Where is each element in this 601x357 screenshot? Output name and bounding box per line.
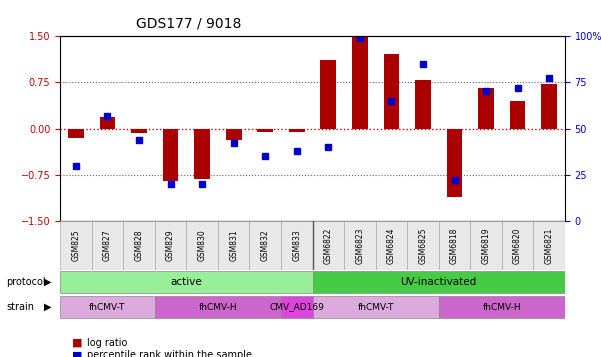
Text: log ratio: log ratio [87,338,127,348]
Text: ■: ■ [72,350,82,357]
Text: active: active [171,277,202,287]
Text: GSM831: GSM831 [229,230,238,261]
Text: ▶: ▶ [44,302,51,312]
Bar [194,129,210,179]
Text: GSM829: GSM829 [166,230,175,261]
FancyBboxPatch shape [186,221,218,270]
FancyBboxPatch shape [313,296,439,318]
FancyBboxPatch shape [155,296,281,318]
FancyBboxPatch shape [60,221,91,270]
Text: fhCMV-H: fhCMV-H [483,302,521,312]
FancyBboxPatch shape [470,221,502,270]
FancyBboxPatch shape [344,221,376,270]
FancyBboxPatch shape [407,221,439,270]
FancyBboxPatch shape [123,221,155,270]
Bar [289,129,305,132]
Bar [542,84,557,129]
Text: fhCMV-T: fhCMV-T [358,302,394,312]
Text: GSM6821: GSM6821 [545,227,554,263]
Text: percentile rank within the sample: percentile rank within the sample [87,350,252,357]
Text: GSM6818: GSM6818 [450,227,459,263]
FancyBboxPatch shape [439,296,565,318]
Text: GSM832: GSM832 [261,230,270,261]
Text: GSM833: GSM833 [292,230,301,261]
FancyBboxPatch shape [313,221,344,270]
FancyBboxPatch shape [313,271,565,293]
Bar [447,129,462,197]
Text: GSM828: GSM828 [135,230,144,261]
FancyBboxPatch shape [534,221,565,270]
Bar [510,101,525,129]
Bar [320,60,336,129]
Bar [257,129,273,132]
Text: ■: ■ [72,338,82,348]
Bar [163,129,178,181]
FancyBboxPatch shape [439,221,470,270]
Bar [383,54,399,129]
Text: GSM830: GSM830 [198,230,207,261]
Text: GSM827: GSM827 [103,230,112,261]
FancyBboxPatch shape [60,296,155,318]
Text: CMV_AD169: CMV_AD169 [269,302,324,312]
FancyBboxPatch shape [502,221,534,270]
FancyBboxPatch shape [60,271,313,293]
FancyBboxPatch shape [91,221,123,270]
Text: protocol: protocol [6,277,46,287]
Bar [68,129,84,138]
Text: fhCMV-T: fhCMV-T [89,302,126,312]
Text: GSM6819: GSM6819 [481,227,490,264]
Bar [478,88,494,129]
Bar [415,80,431,129]
Text: ▶: ▶ [44,277,51,287]
Bar [131,129,147,134]
Text: GDS177 / 9018: GDS177 / 9018 [136,16,241,30]
Bar [100,117,115,129]
Bar [226,129,242,140]
Text: GSM825: GSM825 [72,230,81,261]
Text: GSM6822: GSM6822 [324,227,333,263]
Text: strain: strain [6,302,34,312]
FancyBboxPatch shape [155,221,186,270]
FancyBboxPatch shape [281,296,313,318]
Text: UV-inactivated: UV-inactivated [401,277,477,287]
FancyBboxPatch shape [281,221,313,270]
Text: GSM6824: GSM6824 [387,227,396,264]
FancyBboxPatch shape [376,221,407,270]
Text: GSM6823: GSM6823 [355,227,364,264]
Text: fhCMV-H: fhCMV-H [198,302,237,312]
FancyBboxPatch shape [218,221,249,270]
Bar [352,37,368,129]
FancyBboxPatch shape [249,221,281,270]
Text: GSM6820: GSM6820 [513,227,522,264]
Text: GSM6825: GSM6825 [418,227,427,264]
